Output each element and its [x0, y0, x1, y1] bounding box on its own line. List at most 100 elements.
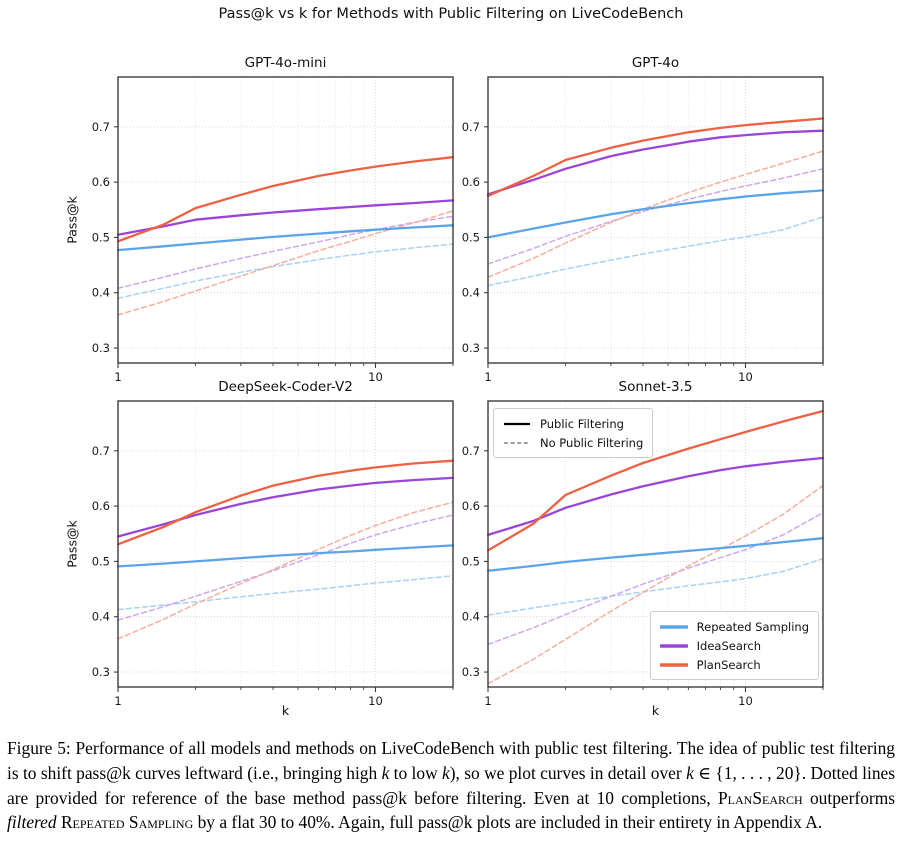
- series-repeated-sampling-no-public-filtering: [487, 216, 824, 287]
- y-tick-label: 0.6: [92, 499, 110, 513]
- caption-segment: filtered: [7, 812, 57, 833]
- y-tick-label: 0.7: [462, 444, 480, 458]
- plot-border: [117, 400, 454, 688]
- legend-item-public-filtering: Public Filtering: [503, 414, 643, 433]
- series-repeated-sampling-public-filtering: [486, 189, 825, 239]
- series-plansearch-public-filtering: [486, 117, 825, 198]
- plot-border: [487, 76, 824, 364]
- series-ideasearch-public-filtering: [116, 199, 455, 236]
- series-ideasearch-no-public-filtering: [117, 514, 454, 621]
- legend-item-no-public-filtering-line-sample: [504, 441, 530, 444]
- subplot-sonnet-3-5: Sonnet-3.5 1 10 0.3 0.4 0.5 0.6 0.7 Public Fil…: [462, 379, 825, 708]
- series-repeated-sampling-public-filtering: [116, 224, 455, 252]
- legend-methods: Repeated Sampling IdeaSearch PlanSearch: [649, 611, 819, 680]
- series-plansearch-public-filtering: [116, 156, 455, 243]
- legend-filtering: Public Filtering No Public Filtering: [493, 408, 654, 458]
- caption-segment: Figure 5: Performance of all models and …: [7, 738, 895, 783]
- y-tick-label: 0.4: [92, 610, 110, 624]
- plot-border: [487, 400, 824, 688]
- y-tick-label: 0.4: [92, 286, 110, 300]
- legend-item-repeated-sampling: Repeated Sampling: [659, 617, 809, 636]
- caption-segment: ∈ {1, . . . , 20}. Dotted lines are prov…: [7, 762, 896, 808]
- series-ideasearch-public-filtering: [486, 456, 825, 537]
- caption-segment: k: [381, 762, 390, 783]
- subplot-title: DeepSeek-Coder-V2: [218, 379, 353, 395]
- plot-canvas-gpt-4o-mini: 1 10 0.3 0.4 0.5 0.6 0.7: [92, 76, 455, 384]
- series-repeated-sampling-public-filtering: [116, 544, 455, 568]
- series-repeated-sampling-no-public-filtering: [487, 557, 824, 616]
- series-ideasearch-no-public-filtering: [117, 215, 454, 290]
- y-tick-label: 0.7: [462, 120, 480, 134]
- legend-item-plansearch: PlanSearch: [659, 655, 809, 674]
- y-tick-label: 0.6: [462, 499, 480, 513]
- legend-item-no-public-filtering-label: No Public Filtering: [540, 435, 644, 450]
- y-tick-label: 0.7: [92, 120, 110, 134]
- y-tick-label: 0.5: [92, 554, 110, 568]
- y-tick-label: 0.7: [92, 444, 110, 458]
- y-tick-label: 0.5: [462, 554, 480, 568]
- x-tick-label: 10: [368, 370, 383, 384]
- x-axis-label-right: k: [651, 703, 660, 718]
- y-tick-label: 0.4: [462, 286, 480, 300]
- series-plansearch-no-public-filtering: [487, 484, 824, 685]
- caption-segment: to low: [389, 762, 443, 783]
- caption-segment: ), so we plot curves in detail over: [449, 762, 687, 783]
- caption-segment: Repeated Sampling: [60, 812, 194, 833]
- x-tick-label: 10: [368, 694, 383, 708]
- subplot-gpt-4o-mini: GPT-4o-mini 1 10 0.3 0.4 0.5 0.6 0.7: [92, 55, 455, 384]
- series-plansearch-no-public-filtering: [487, 150, 824, 279]
- series-plansearch-public-filtering: [486, 409, 825, 552]
- caption-segment: outperforms: [802, 787, 895, 808]
- subplot-title: GPT-4o: [631, 55, 680, 71]
- y-axis-label-bottom: Pass@k: [64, 520, 80, 568]
- series-repeated-sampling-no-public-filtering: [117, 243, 454, 300]
- y-tick-label: 0.3: [92, 665, 110, 679]
- subplot-gpt-4o: GPT-4o 1 10 0.3 0.4 0.5 0.6 0.7: [462, 55, 825, 384]
- x-axis-label-left: k: [281, 703, 290, 718]
- y-tick-label: 0.5: [92, 230, 110, 244]
- x-tick-label: 1: [484, 370, 491, 384]
- subplot-deepseek-coder-v2: DeepSeek-Coder-V2 1 10 0.3 0.4 0.5 0.6 0.7: [92, 379, 455, 708]
- figure-caption: Figure 5: Performance of all models and …: [7, 736, 895, 835]
- series-ideasearch-no-public-filtering: [487, 511, 824, 646]
- legend-item-repeated-sampling-line-sample: [659, 624, 688, 629]
- legend-item-public-filtering-line-sample: [504, 422, 530, 425]
- legend-item-ideasearch-line-sample: [659, 643, 688, 648]
- legend-item-plansearch-line-sample: [659, 662, 688, 667]
- plot-canvas-deepseek-coder-v2: 1 10 0.3 0.4 0.5 0.6 0.7: [92, 400, 455, 708]
- y-tick-label: 0.3: [92, 341, 110, 355]
- y-axis-label-top: Pass@k: [64, 196, 80, 244]
- figure-title: Pass@k vs k for Methods with Public Filt…: [218, 6, 684, 22]
- x-tick-label: 1: [114, 370, 121, 384]
- x-tick-label: 10: [738, 370, 753, 384]
- x-tick-label: 1: [484, 694, 491, 708]
- caption-segment: k: [686, 762, 694, 783]
- series-ideasearch-no-public-filtering: [487, 168, 824, 265]
- legend-item-no-public-filtering: No Public Filtering: [503, 433, 643, 452]
- subplot-title: GPT-4o-mini: [244, 55, 327, 71]
- legend-item-ideasearch: IdeaSearch: [659, 636, 809, 655]
- y-tick-label: 0.3: [462, 341, 480, 355]
- legend-item-plansearch-label: PlanSearch: [696, 657, 761, 672]
- legend-item-public-filtering-label: Public Filtering: [540, 416, 624, 431]
- series-plansearch-no-public-filtering: [117, 501, 454, 640]
- y-tick-label: 0.5: [462, 230, 480, 244]
- caption-segment: k: [442, 762, 450, 783]
- subplot-title: Sonnet-3.5: [618, 379, 693, 395]
- legend-item-repeated-sampling-label: Repeated Sampling: [696, 619, 809, 634]
- caption-segment: PlanSearch: [717, 787, 803, 808]
- x-tick-label: 1: [114, 694, 121, 708]
- series-plansearch-public-filtering: [116, 459, 455, 546]
- y-tick-label: 0.6: [92, 175, 110, 189]
- x-tick-label: 10: [738, 694, 753, 708]
- legend-item-ideasearch-label: IdeaSearch: [696, 638, 761, 653]
- y-tick-label: 0.3: [462, 665, 480, 679]
- plot-canvas-gpt-4o: 1 10 0.3 0.4 0.5 0.6 0.7: [462, 76, 825, 384]
- y-tick-label: 0.6: [462, 175, 480, 189]
- caption-segment: by a flat 30 to 40%. Again, full pass@k …: [193, 812, 823, 833]
- plot-border: [117, 76, 454, 364]
- series-ideasearch-public-filtering: [486, 129, 825, 196]
- series-repeated-sampling-public-filtering: [486, 537, 825, 572]
- y-tick-label: 0.4: [462, 610, 480, 624]
